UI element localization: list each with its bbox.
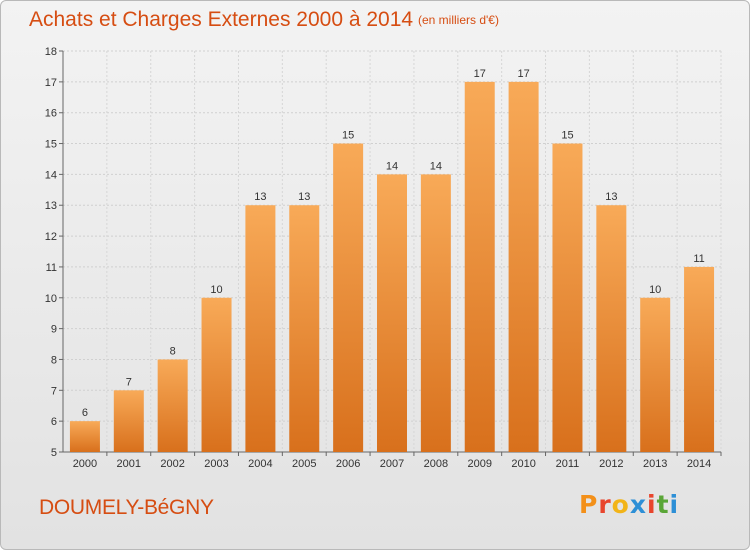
logo-letter: r	[598, 490, 612, 519]
x-tick-label: 2000	[73, 458, 97, 470]
data-label: 15	[342, 130, 354, 142]
y-tick-label: 13	[45, 200, 57, 212]
x-tick-label: 2011	[556, 458, 580, 470]
logo-letter: i	[647, 490, 657, 519]
y-tick-label: 6	[51, 416, 57, 428]
x-tick-label: 2002	[160, 458, 184, 470]
data-label: 14	[386, 160, 398, 172]
logo-letter: o	[611, 490, 630, 519]
bars	[69, 81, 715, 453]
bar-2008[interactable]	[420, 174, 451, 452]
x-tick-label: 2014	[687, 458, 711, 470]
data-label: 17	[517, 68, 529, 80]
data-label: 7	[126, 376, 132, 388]
data-label: 13	[605, 191, 617, 203]
chart-subtitle: (en milliers d'€)	[418, 13, 499, 27]
x-tick-label: 2013	[643, 458, 667, 470]
y-tick-label: 15	[45, 139, 57, 151]
x-tick-label: 2012	[599, 458, 623, 470]
bar-2006[interactable]	[333, 143, 364, 453]
data-label: 15	[561, 130, 573, 142]
bar-2012[interactable]	[596, 205, 627, 452]
x-tick-label: 2003	[204, 458, 228, 470]
y-tick-label: 10	[45, 293, 57, 305]
bar-2009[interactable]	[464, 81, 495, 452]
logo-letter: P	[579, 490, 599, 519]
data-label: 17	[474, 68, 486, 80]
data-label: 11	[693, 253, 704, 265]
data-label: 10	[649, 284, 661, 296]
commune-name: DOUMELY-BéGNY	[39, 496, 214, 519]
data-label: 10	[210, 284, 222, 296]
y-tick-label: 7	[51, 385, 57, 397]
y-tick-label: 18	[45, 46, 57, 58]
x-tick-label: 2005	[292, 458, 316, 470]
bar-2007[interactable]	[377, 174, 407, 452]
bar-2013[interactable]	[640, 297, 671, 452]
data-label: 13	[298, 191, 310, 203]
data-label: 6	[82, 407, 88, 419]
proxiti-logo[interactable]: Proxiti	[579, 490, 679, 519]
y-tick-label: 16	[45, 108, 57, 120]
bar-2010[interactable]	[508, 81, 539, 452]
data-label: 8	[170, 345, 176, 357]
chart-title: Achats et Charges Externes 2000 à 2014	[29, 8, 414, 31]
y-tick-label: 9	[51, 324, 57, 336]
data-label: 14	[430, 160, 442, 172]
data-labels: 6 7 8 10 13 13 15 14 14 17 17 15 13 10 11	[82, 68, 705, 419]
x-tick-label: 2001	[117, 458, 141, 470]
y-tick-label: 14	[45, 169, 57, 181]
y-tick-label: 11	[46, 262, 57, 274]
data-label: 13	[254, 191, 266, 203]
x-tick-label: 2004	[248, 458, 272, 470]
y-tick-label: 12	[45, 231, 57, 243]
logo-letter: i	[669, 490, 680, 519]
y-tick-label: 17	[45, 77, 57, 89]
bar-2002[interactable]	[157, 359, 188, 452]
x-tick-label: 2008	[424, 458, 448, 470]
bar-2003[interactable]	[201, 297, 232, 452]
bar-2014[interactable]	[684, 266, 715, 452]
y-tick-label: 5	[51, 447, 57, 459]
x-tick-label: 2010	[511, 458, 535, 470]
bar-2001[interactable]	[113, 390, 144, 452]
bar-2011[interactable]	[552, 143, 583, 453]
bar-2000[interactable]	[69, 421, 100, 452]
bar-2004[interactable]	[245, 205, 276, 452]
x-tick-label: 2006	[336, 458, 360, 470]
logo-letter: t	[656, 490, 670, 519]
x-tick-label: 2007	[380, 458, 404, 470]
x-tick-label: 2009	[467, 458, 491, 470]
y-tick-label: 8	[51, 354, 57, 366]
bar-2005[interactable]	[289, 205, 320, 452]
logo-letter: x	[629, 490, 647, 519]
